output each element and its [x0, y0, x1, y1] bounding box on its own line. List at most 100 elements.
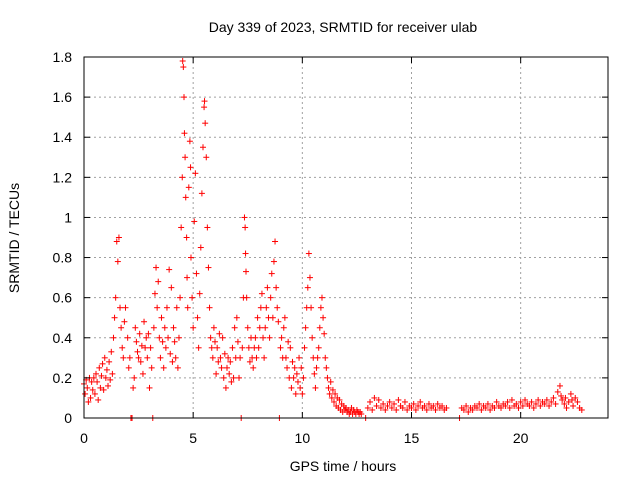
data-point [134, 348, 141, 355]
data-point [570, 402, 577, 409]
data-point [147, 344, 154, 351]
data-point [180, 64, 187, 71]
data-point [117, 304, 124, 311]
data-point [371, 394, 378, 401]
data-point [234, 338, 241, 345]
data-point [100, 386, 107, 393]
data-point [408, 404, 415, 411]
data-point [184, 304, 191, 311]
data-point [558, 392, 565, 399]
data-point [181, 130, 188, 137]
data-point [237, 354, 244, 361]
data-point [197, 244, 204, 251]
data-point [221, 350, 228, 357]
data-point [395, 396, 402, 403]
data-point [187, 254, 194, 261]
data-point [231, 324, 238, 331]
plot-frame [83, 56, 609, 419]
data-point [114, 258, 121, 265]
data-point [299, 390, 306, 397]
data-point [186, 138, 193, 145]
data-point [120, 354, 127, 361]
data-point [417, 398, 424, 405]
data-point [163, 304, 170, 311]
x-axis-label: GPS time / hours [290, 458, 397, 474]
data-point [304, 284, 311, 291]
data-point [230, 374, 237, 381]
y-tick-label: 0.2 [53, 370, 73, 386]
data-point [236, 374, 243, 381]
data-point [443, 404, 450, 411]
data-point [202, 120, 209, 127]
data-point [201, 104, 208, 111]
data-point [474, 404, 480, 411]
data-point [185, 184, 192, 191]
data-point [199, 144, 206, 151]
data-point [258, 290, 265, 297]
data-point [285, 338, 292, 345]
data-point [367, 398, 374, 405]
data-point [515, 404, 522, 411]
data-point [377, 404, 384, 411]
data-point [380, 400, 387, 407]
data-point [291, 364, 298, 371]
data-point [255, 344, 262, 351]
data-point [272, 238, 279, 245]
data-point [110, 334, 117, 341]
data-point [262, 324, 269, 331]
data-point [282, 354, 289, 361]
data-point [373, 402, 380, 409]
data-point [203, 154, 210, 161]
data-point [252, 334, 259, 341]
data-point [207, 334, 214, 341]
data-point [465, 408, 472, 415]
data-point [168, 284, 175, 291]
data-point [146, 384, 153, 391]
data-point [484, 400, 491, 407]
data-point [105, 382, 112, 389]
data-point [217, 354, 224, 361]
data-point [556, 382, 563, 389]
data-point [242, 224, 249, 231]
data-point [508, 396, 515, 403]
data-point [138, 342, 145, 349]
data-point [179, 58, 186, 65]
data-point [320, 314, 327, 321]
data-point [243, 268, 250, 275]
data-point [142, 344, 149, 351]
data-point [293, 370, 300, 377]
data-point [261, 354, 268, 361]
data-point [318, 294, 325, 301]
data-point [233, 314, 240, 321]
data-point [148, 364, 155, 371]
data-point [190, 324, 197, 331]
data-point [434, 400, 441, 407]
data-point [241, 214, 248, 221]
data-point [209, 354, 216, 361]
data-point [290, 374, 297, 381]
data-point [522, 396, 529, 403]
data-point [264, 284, 271, 291]
data-point [528, 398, 535, 405]
data-point [121, 318, 128, 325]
data-point [109, 370, 116, 377]
data-point [399, 404, 406, 411]
y-tick-label: 1 [64, 209, 72, 225]
data-point [369, 406, 376, 413]
data-point [170, 324, 177, 331]
data-point [107, 376, 114, 383]
data-point [192, 170, 199, 177]
data-point [245, 344, 252, 351]
data-point [563, 404, 570, 411]
data-point [139, 370, 146, 377]
data-point [182, 194, 189, 201]
data-point [502, 402, 509, 409]
data-point [309, 334, 316, 341]
data-point [208, 344, 215, 351]
data-point [143, 334, 150, 341]
data-point [550, 394, 557, 401]
data-point [300, 374, 307, 381]
data-point [541, 400, 548, 407]
data-point [94, 378, 101, 385]
data-point [102, 374, 109, 381]
